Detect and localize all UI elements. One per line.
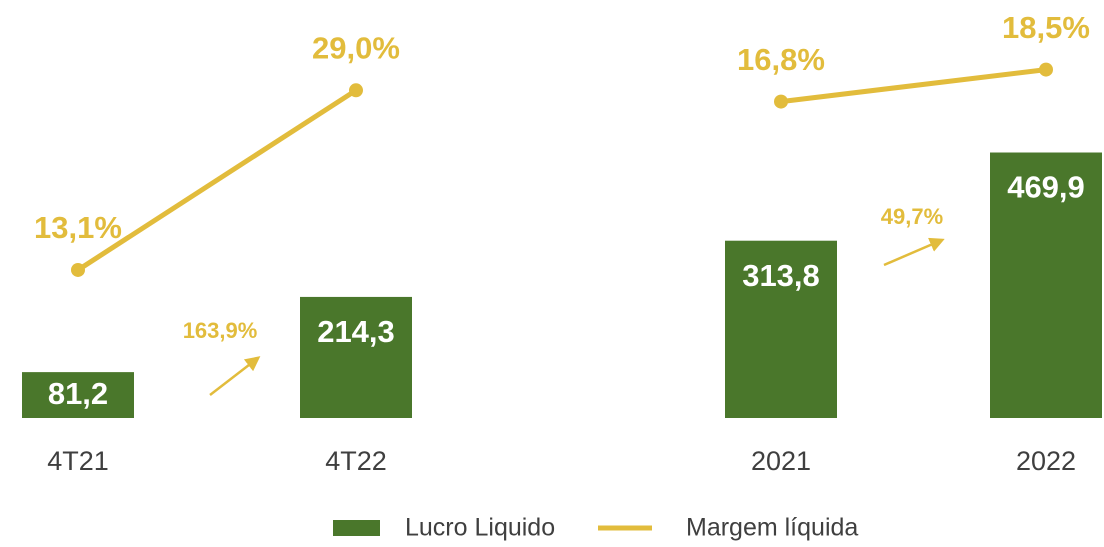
point bbox=[349, 83, 363, 98]
annotation: 163,9% bbox=[183, 318, 258, 343]
x-tick-label: 4T22 bbox=[325, 446, 387, 476]
point bbox=[71, 262, 85, 277]
point bbox=[774, 94, 788, 109]
x-tick-label: 2021 bbox=[751, 446, 811, 476]
legend: Lucro Liquido Margem líquida bbox=[333, 514, 858, 542]
annotation-arrow bbox=[209, 356, 261, 396]
legend-label: Lucro Liquido bbox=[405, 514, 555, 542]
bar bbox=[990, 152, 1102, 418]
data-label: 16,8% bbox=[737, 42, 825, 77]
data-label: 469,9 bbox=[1007, 170, 1085, 205]
bar bbox=[22, 372, 134, 418]
legend-label: Margem líquida bbox=[686, 514, 858, 542]
legend-swatch bbox=[333, 520, 380, 536]
line bbox=[780, 67, 1047, 105]
bar bbox=[300, 296, 412, 418]
data-label: 214,3 bbox=[317, 314, 395, 349]
point bbox=[1039, 62, 1053, 77]
line bbox=[76, 88, 358, 273]
annotation-arrow bbox=[883, 237, 945, 267]
data-label: 29,0% bbox=[312, 30, 400, 65]
x-tick-label: 2022 bbox=[1016, 446, 1076, 476]
annotation: 49,7% bbox=[881, 204, 943, 229]
bar bbox=[725, 240, 837, 418]
data-label: 81,2 bbox=[48, 376, 108, 411]
data-label: 18,5% bbox=[1002, 10, 1090, 45]
x-tick-label: 4T21 bbox=[47, 446, 109, 476]
data-label: 313,8 bbox=[742, 258, 820, 293]
data-label: 13,1% bbox=[34, 210, 122, 245]
